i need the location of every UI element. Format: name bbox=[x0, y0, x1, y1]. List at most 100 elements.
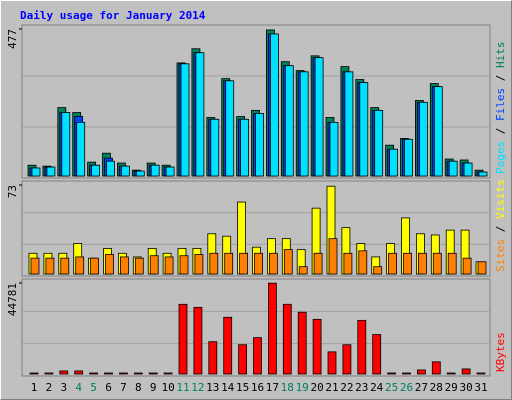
bar bbox=[210, 118, 220, 177]
x-tick-label: 3 bbox=[60, 381, 67, 394]
bar bbox=[255, 113, 264, 177]
bar bbox=[240, 118, 250, 177]
bar bbox=[29, 372, 39, 375]
bar bbox=[461, 368, 471, 375]
bar bbox=[372, 334, 382, 375]
bar bbox=[299, 71, 309, 177]
x-tick-label: 20 bbox=[310, 381, 323, 394]
legend: Pages / Files / Hits bbox=[494, 42, 507, 175]
y-tick-label: 477 bbox=[6, 29, 19, 49]
bar bbox=[119, 372, 128, 375]
x-tick-label: 22 bbox=[340, 381, 353, 394]
x-tick-label: 24 bbox=[370, 381, 384, 394]
bar bbox=[105, 254, 114, 275]
bar bbox=[61, 112, 71, 177]
legend: Sites / Visits bbox=[494, 179, 507, 272]
bar bbox=[225, 80, 235, 177]
bar bbox=[462, 257, 472, 275]
bar bbox=[223, 316, 233, 375]
bar bbox=[89, 372, 98, 375]
bar bbox=[431, 361, 441, 375]
bar bbox=[282, 303, 292, 375]
chart-title: Daily usage for January 2014 bbox=[20, 9, 206, 22]
bar bbox=[447, 252, 457, 275]
bar bbox=[387, 372, 397, 375]
x-tick-label: 8 bbox=[135, 381, 142, 394]
bar bbox=[104, 372, 113, 375]
bar bbox=[74, 370, 84, 375]
x-tick-label: 31 bbox=[474, 381, 487, 394]
legend-separator: / bbox=[494, 68, 507, 88]
bar bbox=[164, 256, 174, 275]
bar bbox=[314, 57, 324, 177]
bar bbox=[297, 311, 307, 375]
bar bbox=[476, 372, 486, 375]
bar bbox=[358, 250, 368, 275]
bar bbox=[374, 109, 384, 177]
legend-entry: Visits bbox=[494, 179, 507, 219]
bar bbox=[446, 372, 456, 375]
bar bbox=[253, 337, 262, 375]
bar bbox=[90, 257, 99, 275]
legend-separator: / bbox=[494, 219, 507, 239]
x-tick-label: 14 bbox=[221, 381, 235, 394]
bar bbox=[344, 71, 354, 177]
bar bbox=[165, 166, 175, 177]
y-tick-label: 73 bbox=[6, 185, 19, 198]
x-tick-label: 18 bbox=[281, 381, 294, 394]
x-tick-label: 17 bbox=[266, 381, 279, 394]
bar bbox=[418, 101, 428, 177]
x-tick-label: 2 bbox=[46, 381, 53, 394]
bar bbox=[268, 252, 278, 275]
bar bbox=[194, 254, 204, 275]
legend-entry: KBytes bbox=[494, 332, 507, 372]
x-tick-label: 15 bbox=[236, 381, 249, 394]
bar bbox=[239, 252, 249, 275]
bar bbox=[106, 160, 115, 177]
bar bbox=[193, 306, 203, 375]
x-tick-label: 11 bbox=[176, 381, 189, 394]
x-tick-label: 27 bbox=[415, 381, 428, 394]
x-tick-label: 9 bbox=[150, 381, 157, 394]
x-tick-label: 12 bbox=[191, 381, 204, 394]
bar bbox=[46, 166, 56, 177]
bar bbox=[120, 256, 129, 275]
x-tick-label: 6 bbox=[105, 381, 112, 394]
x-tick-label: 21 bbox=[325, 381, 338, 394]
bar bbox=[75, 256, 85, 275]
x-tick-label: 23 bbox=[355, 381, 368, 394]
bar bbox=[298, 266, 308, 275]
bar bbox=[44, 372, 54, 375]
x-tick-label: 19 bbox=[296, 381, 309, 394]
bar bbox=[76, 121, 86, 177]
bar bbox=[416, 369, 426, 375]
bar bbox=[432, 252, 442, 275]
bar bbox=[91, 164, 100, 177]
x-tick-label: 1 bbox=[31, 381, 38, 394]
x-tick-label: 13 bbox=[206, 381, 219, 394]
bar bbox=[463, 162, 473, 177]
bar bbox=[477, 261, 487, 275]
bar bbox=[150, 164, 160, 177]
bar bbox=[404, 138, 413, 177]
bar bbox=[402, 372, 411, 375]
bar bbox=[135, 170, 145, 177]
bar bbox=[121, 165, 130, 177]
x-tick-label: 29 bbox=[445, 381, 458, 394]
bar bbox=[284, 65, 294, 177]
x-tick-label: 10 bbox=[161, 381, 174, 394]
bar bbox=[224, 252, 234, 275]
bar bbox=[403, 252, 412, 275]
bar bbox=[448, 160, 458, 177]
bar bbox=[178, 303, 188, 375]
bar bbox=[254, 252, 263, 275]
bar bbox=[373, 266, 383, 275]
bar bbox=[195, 52, 205, 177]
bar bbox=[313, 252, 323, 275]
x-tick-label: 16 bbox=[251, 381, 264, 394]
bar bbox=[30, 257, 40, 275]
y-tick-label: 44781 bbox=[6, 283, 19, 316]
bar bbox=[59, 370, 69, 375]
x-tick-label: 4 bbox=[75, 381, 82, 394]
